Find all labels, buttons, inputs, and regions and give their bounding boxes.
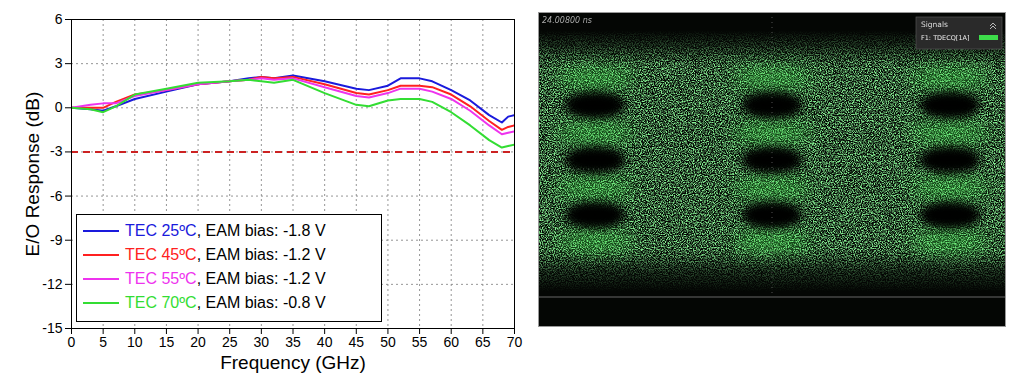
svg-text:0: 0 xyxy=(55,99,63,115)
svg-text:10: 10 xyxy=(127,334,143,350)
svg-text:-9: -9 xyxy=(50,232,63,248)
svg-text:0: 0 xyxy=(68,334,76,350)
svg-text:15: 15 xyxy=(159,334,175,350)
svg-text:-3: -3 xyxy=(50,143,63,159)
svg-text:F1: TDECQ[1A]: F1: TDECQ[1A] xyxy=(921,34,970,42)
html-text:TEC 45ºC, EAM bias: -1.2 V: TEC 45ºC, EAM bias: -1.2 V xyxy=(125,246,326,263)
svg-text:Frequency (GHz): Frequency (GHz) xyxy=(220,352,366,373)
svg-text:-15: -15 xyxy=(42,320,62,336)
svg-text:20: 20 xyxy=(190,334,206,350)
svg-text:35: 35 xyxy=(285,334,301,350)
svg-text:70: 70 xyxy=(507,334,523,350)
svg-text:65: 65 xyxy=(475,334,491,350)
html-text:TEC 25ºC, EAM bias: -1.8 V: TEC 25ºC, EAM bias: -1.8 V xyxy=(125,222,326,239)
svg-text:Signals: Signals xyxy=(921,20,948,29)
svg-text:40: 40 xyxy=(317,334,333,350)
svg-text:-6: -6 xyxy=(50,188,63,204)
svg-text:45: 45 xyxy=(348,334,364,350)
svg-text:60: 60 xyxy=(443,334,459,350)
svg-text:6: 6 xyxy=(55,11,63,27)
svg-text:E/O Response (dB): E/O Response (dB) xyxy=(22,92,43,257)
svg-text:25: 25 xyxy=(222,334,238,350)
html-text:TEC 55ºC, EAM bias: -1.2 V: TEC 55ºC, EAM bias: -1.2 V xyxy=(125,270,326,287)
svg-text:5: 5 xyxy=(99,334,107,350)
html-text:TEC 70ºC, EAM bias: -0.8 V: TEC 70ºC, EAM bias: -0.8 V xyxy=(125,294,326,311)
svg-text:3: 3 xyxy=(55,55,63,71)
svg-text:24.00800 ns: 24.00800 ns xyxy=(542,16,592,25)
svg-text:-12: -12 xyxy=(42,276,62,292)
svg-text:50: 50 xyxy=(380,334,396,350)
svg-text:30: 30 xyxy=(254,334,270,350)
svg-text:55: 55 xyxy=(412,334,428,350)
